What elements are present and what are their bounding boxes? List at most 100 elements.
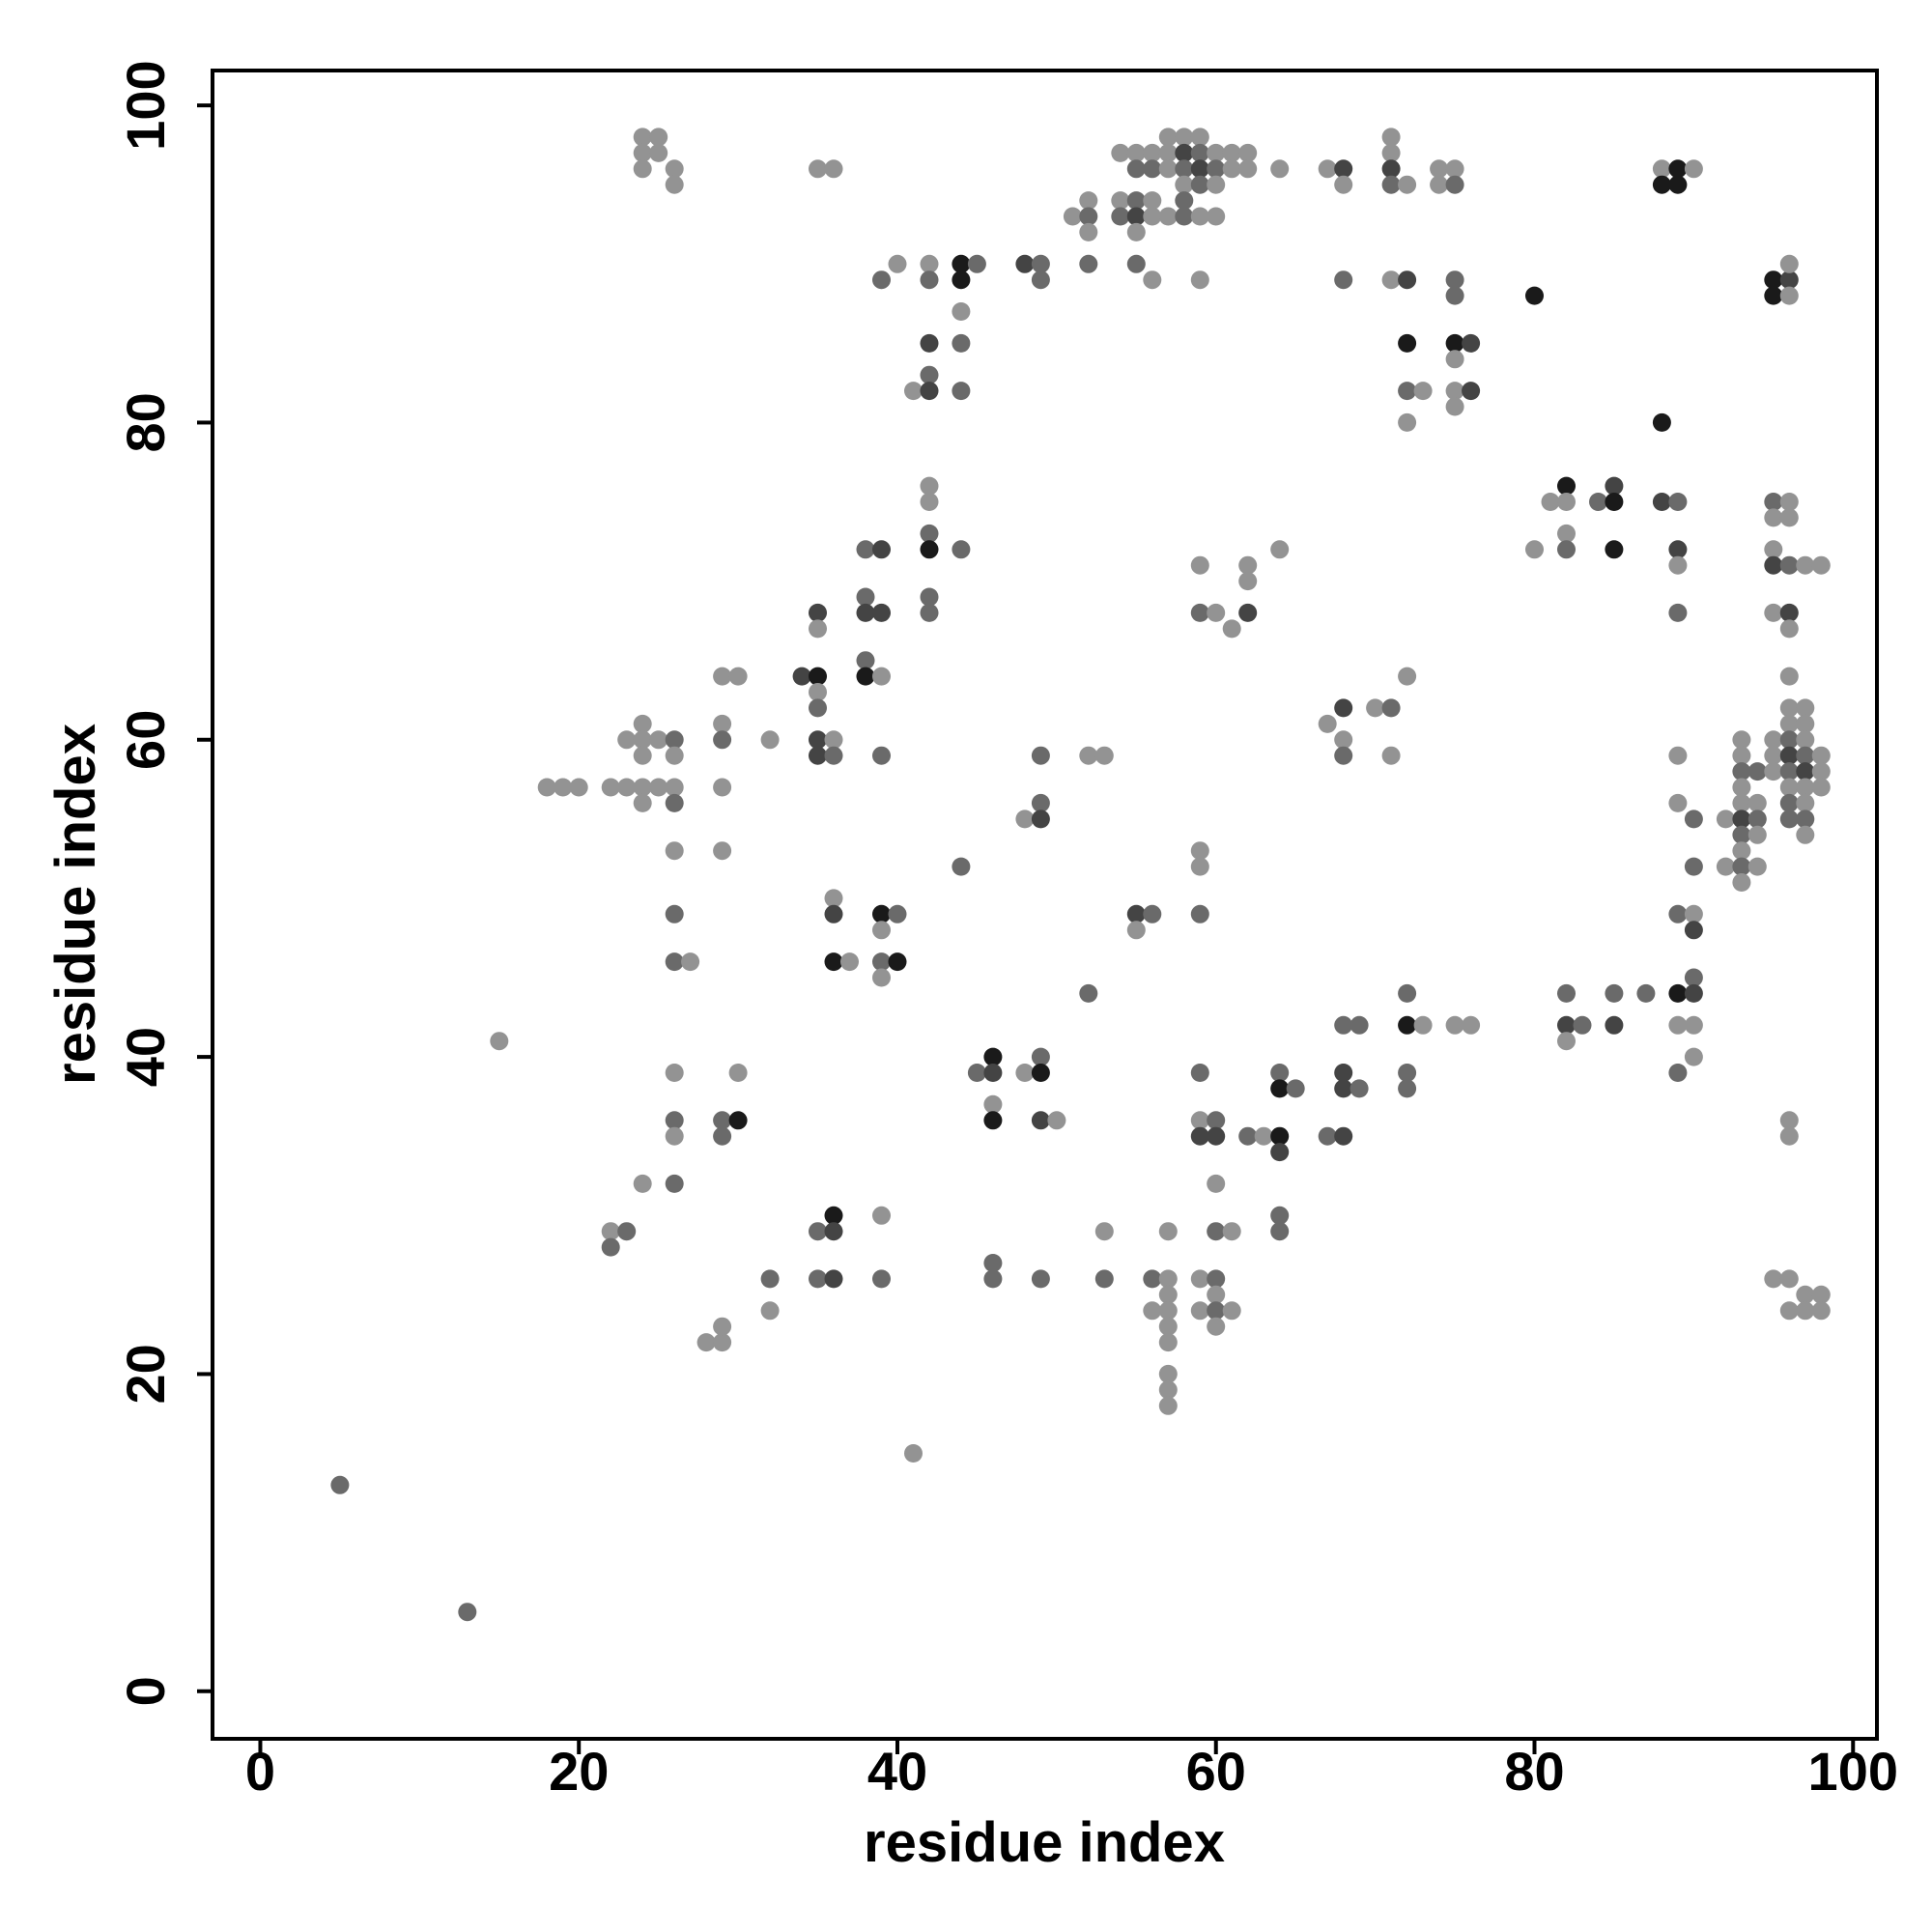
data-point <box>1796 746 1815 765</box>
data-point <box>1207 1126 1226 1146</box>
data-point <box>1764 508 1783 527</box>
data-point <box>537 778 556 797</box>
data-point <box>1190 1269 1209 1289</box>
data-point <box>1811 746 1831 765</box>
data-point <box>760 1301 780 1321</box>
data-point <box>1430 159 1449 179</box>
data-point <box>872 270 891 290</box>
data-point <box>1079 983 1098 1003</box>
data-point <box>1126 159 1146 179</box>
data-point <box>856 651 875 670</box>
data-point <box>983 1047 1003 1066</box>
data-point <box>920 382 939 401</box>
data-point <box>1779 1126 1799 1146</box>
data-point <box>824 952 843 972</box>
data-point <box>1190 1301 1209 1321</box>
data-point <box>713 1126 732 1146</box>
data-point <box>1175 143 1194 162</box>
data-point <box>1143 270 1162 290</box>
data-point <box>1350 1079 1369 1098</box>
data-point <box>1796 714 1815 733</box>
data-point <box>1158 207 1178 226</box>
data-point <box>1668 793 1688 812</box>
data-point <box>1207 159 1226 179</box>
data-point <box>713 1111 732 1130</box>
data-point <box>1158 1317 1178 1336</box>
data-point <box>1764 286 1783 305</box>
data-point <box>920 540 939 559</box>
data-point <box>1811 1301 1831 1321</box>
data-point <box>1334 1126 1353 1146</box>
data-point <box>1398 412 1417 432</box>
data-point <box>1398 1015 1417 1035</box>
data-point <box>1413 382 1433 401</box>
data-point <box>1747 810 1767 829</box>
data-point <box>728 1111 748 1130</box>
data-point <box>1652 175 1671 194</box>
data-point <box>1334 175 1353 194</box>
data-point <box>1031 810 1050 829</box>
data-point <box>1779 698 1799 718</box>
data-point <box>1398 667 1417 686</box>
data-point <box>983 1064 1003 1082</box>
data-point <box>1158 143 1178 162</box>
data-point <box>1158 128 1178 147</box>
data-point <box>920 254 939 273</box>
data-point <box>920 333 939 353</box>
data-point <box>1779 762 1799 781</box>
data-point <box>809 1222 827 1241</box>
data-point <box>1238 1126 1258 1146</box>
data-point <box>1445 159 1464 179</box>
data-point <box>824 159 843 179</box>
data-point <box>1270 1206 1290 1225</box>
data-point <box>967 1064 986 1082</box>
data-point <box>1652 412 1671 432</box>
data-point <box>1015 254 1035 273</box>
data-point <box>1238 555 1258 575</box>
data-point <box>1094 1269 1114 1289</box>
data-point <box>1031 1111 1050 1130</box>
data-point <box>1764 493 1783 511</box>
data-point <box>1190 1126 1209 1146</box>
data-point <box>1462 382 1481 401</box>
data-point <box>1462 333 1481 353</box>
data-point <box>1207 603 1226 622</box>
data-point <box>809 746 827 765</box>
data-point <box>1668 1015 1688 1035</box>
data-point <box>649 128 668 147</box>
data-point <box>792 667 811 686</box>
data-point <box>809 1269 827 1289</box>
data-point <box>713 730 732 750</box>
data-point <box>665 778 684 797</box>
data-point <box>1684 810 1703 829</box>
data-point <box>1207 1174 1226 1193</box>
data-point <box>1398 983 1417 1003</box>
data-point <box>1143 904 1162 923</box>
data-point <box>1126 254 1146 273</box>
data-point <box>633 128 652 147</box>
data-point <box>1747 793 1767 812</box>
data-point <box>904 1444 923 1463</box>
data-point <box>888 952 907 972</box>
data-point <box>1796 793 1815 812</box>
data-point <box>872 746 891 765</box>
data-point <box>1270 540 1290 559</box>
data-point <box>1668 175 1688 194</box>
data-point <box>713 841 732 861</box>
data-point <box>1031 270 1050 290</box>
data-point <box>1158 1396 1178 1415</box>
data-point <box>1158 1269 1178 1289</box>
data-point <box>1557 1015 1576 1035</box>
data-point <box>1238 572 1258 591</box>
data-point <box>872 667 891 686</box>
data-point <box>1270 1143 1290 1162</box>
data-point <box>1222 143 1241 162</box>
data-point <box>665 904 684 923</box>
data-point <box>1126 921 1146 940</box>
data-point <box>1398 270 1417 290</box>
data-point <box>1111 191 1130 211</box>
data-point <box>1222 1222 1241 1241</box>
data-point <box>809 683 827 701</box>
data-point <box>1398 333 1417 353</box>
